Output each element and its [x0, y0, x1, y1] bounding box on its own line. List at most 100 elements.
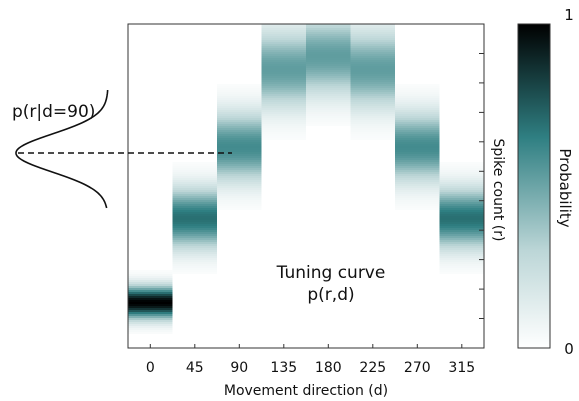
heatmap-cell [395, 182, 440, 184]
heatmap-cell [395, 134, 440, 136]
heatmap-cell [439, 238, 484, 240]
heatmap-cell [350, 36, 395, 38]
heatmap-cell [217, 142, 262, 144]
heatmap-cell [261, 48, 306, 50]
heatmap-cell [172, 192, 217, 194]
heatmap-cell [261, 62, 306, 64]
heatmap-cell [395, 196, 440, 198]
heatmap-cell [350, 132, 395, 134]
heatmap-cell [128, 298, 173, 300]
heatmap-cell [350, 104, 395, 106]
heatmap-cell [172, 178, 217, 180]
heatmap-cell [261, 42, 306, 44]
heatmap-cell [217, 104, 262, 106]
heatmap-cell [306, 80, 351, 82]
heatmap-cell [350, 138, 395, 140]
heatmap-cell [439, 190, 484, 192]
heatmap-cell [306, 114, 351, 116]
heatmap-cell [439, 212, 484, 214]
heatmap-cell [217, 110, 262, 112]
heatmap-cell [217, 130, 262, 132]
heatmap-cell [306, 86, 351, 88]
heatmap-cell [172, 270, 217, 272]
heatmap-cell [306, 110, 351, 112]
heatmap-cell [350, 126, 395, 128]
heatmap-cell [395, 102, 440, 104]
heatmap-cell [261, 54, 306, 56]
heatmap-cell [439, 210, 484, 212]
heatmap-cell [350, 128, 395, 130]
heatmap-cell [261, 122, 306, 124]
heatmap-cell [217, 116, 262, 118]
x-tick-label-90: 90 [230, 360, 248, 376]
heatmap-cell [217, 128, 262, 130]
heatmap-column-315 [439, 162, 484, 274]
heatmap-cell [306, 120, 351, 122]
heatmap-cell [439, 226, 484, 228]
heatmap-cell [172, 218, 217, 220]
heatmap-cell [395, 154, 440, 156]
heatmap-cell [306, 78, 351, 80]
heatmap-cell [306, 104, 351, 106]
heatmap-cell [217, 100, 262, 102]
heatmap-cell [217, 114, 262, 116]
heatmap-cell [350, 28, 395, 30]
heatmap-cell [395, 208, 440, 210]
heatmap-cell [395, 172, 440, 174]
heatmap-cell [217, 154, 262, 156]
heatmap-cell [217, 108, 262, 110]
heatmap-cell [217, 204, 262, 206]
heatmap-cell [350, 66, 395, 68]
heatmap-cell [350, 34, 395, 36]
heatmap-cell [261, 98, 306, 100]
heatmap-cell [128, 284, 173, 286]
heatmap-cell [439, 202, 484, 204]
heatmap-cell [350, 92, 395, 94]
heatmap-cell [439, 178, 484, 180]
heatmap-cell [395, 96, 440, 98]
heatmap-cell [439, 170, 484, 172]
heatmap-cell [395, 86, 440, 88]
heatmap-cell [439, 266, 484, 268]
heatmap-cell [217, 134, 262, 136]
heatmap-cell [350, 70, 395, 72]
heatmap-cell [439, 222, 484, 224]
heatmap-cell [128, 272, 173, 274]
heatmap-cell [306, 70, 351, 72]
heatmap-cell [306, 62, 351, 64]
heatmap-cell [439, 234, 484, 236]
heatmap-cell [439, 172, 484, 174]
heatmap-cell [128, 316, 173, 318]
heatmap-cell [439, 272, 484, 274]
heatmap-cell [350, 108, 395, 110]
heatmap-cell [350, 44, 395, 46]
heatmap-cell [261, 118, 306, 120]
heatmap-cell [439, 218, 484, 220]
heatmap-cell [261, 60, 306, 62]
heatmap-cell [395, 112, 440, 114]
heatmap-cell [395, 206, 440, 208]
heatmap-cell [261, 38, 306, 40]
heatmap-cell [172, 216, 217, 218]
heatmap-cell [217, 196, 262, 198]
heatmap-cell [439, 184, 484, 186]
heatmap-columns [128, 24, 484, 334]
heatmap-cell [172, 242, 217, 244]
heatmap-cell [439, 248, 484, 250]
heatmap-cell [217, 96, 262, 98]
heatmap-cell [306, 30, 351, 32]
heatmap-cell [439, 242, 484, 244]
heatmap-cell [128, 306, 173, 308]
heatmap-cell [350, 100, 395, 102]
heatmap-cell [439, 250, 484, 252]
heatmap-cell [306, 74, 351, 76]
heatmap-cell [395, 88, 440, 90]
heatmap-cell [395, 152, 440, 154]
heatmap-cell [306, 116, 351, 118]
heatmap-cell [306, 106, 351, 108]
heatmap-cell [172, 258, 217, 260]
y-tick-marks [479, 53, 484, 319]
conditional-distribution-label: p(r|d=90) [12, 102, 95, 122]
heatmap-cell [395, 142, 440, 144]
heatmap-cell [261, 40, 306, 42]
